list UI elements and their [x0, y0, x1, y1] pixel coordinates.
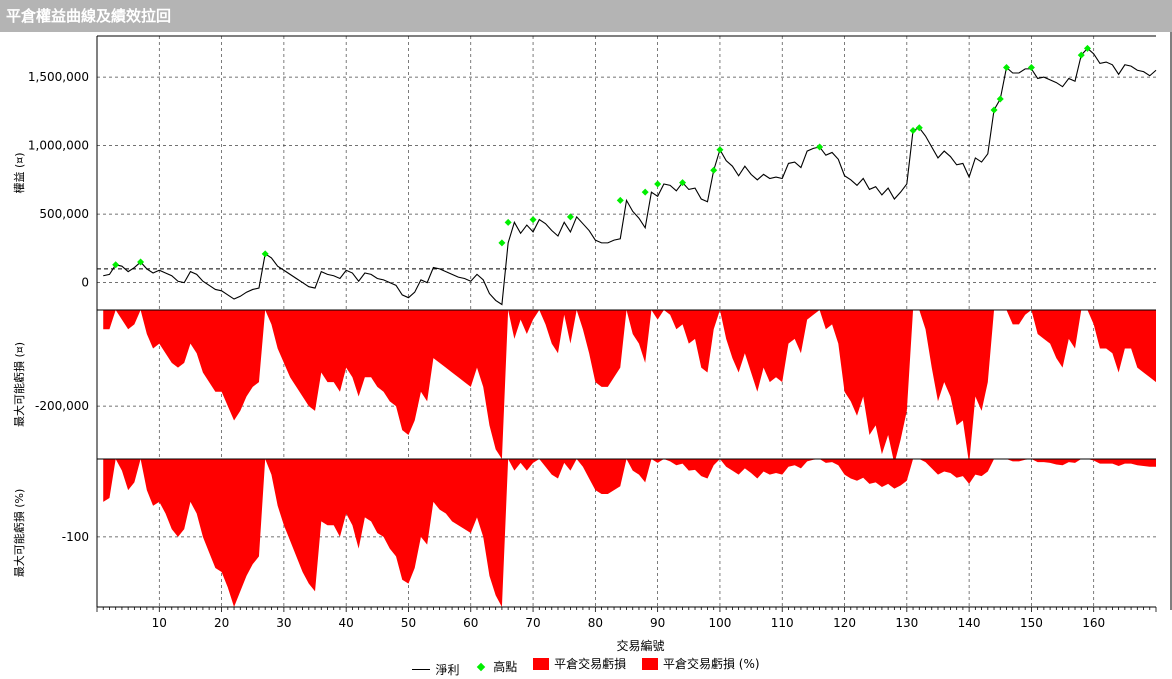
drawdown-area	[103, 310, 1157, 464]
y-axis-title: 最大可能虧損 (¤)	[12, 342, 26, 427]
high-point-marker	[679, 179, 687, 187]
legend-label-high: 高點	[493, 660, 518, 674]
x-tick-label: 90	[650, 616, 665, 630]
x-tick-label: 160	[1082, 616, 1105, 630]
x-tick-label: 70	[525, 616, 540, 630]
panel-1: 0 500,000 1,000,000 1,500,000 權益 (¤)	[12, 35, 1157, 310]
high-point-marker	[616, 196, 624, 204]
legend-label-loss-pct: 平倉交易虧損 (%)	[662, 657, 760, 671]
legend-item-high: 高點	[475, 658, 517, 675]
x-tick-label: 150	[1020, 616, 1043, 630]
legend: 淨利 高點 平倉交易虧損 平倉交易虧損 (%)	[0, 655, 1172, 678]
y-axis-title: 權益 (¤)	[12, 152, 26, 193]
high-point-marker	[816, 143, 824, 151]
high-point-marker	[112, 261, 120, 269]
y-tick-label: 1,000,000	[28, 139, 89, 153]
panel-2: -200,000 最大可能虧損 (¤)	[12, 309, 1157, 464]
x-tick-label: 10	[152, 616, 167, 630]
high-point-marker	[1077, 51, 1085, 59]
high-point-marker	[1083, 44, 1091, 52]
chart-title-bar: 平倉權益曲線及績效拉回	[0, 0, 1172, 32]
legend-line-icon	[412, 668, 431, 670]
drawdown-area	[103, 459, 1157, 607]
legend-box-icon	[641, 657, 658, 670]
x-tick-label: 80	[588, 616, 603, 630]
high-point-marker	[137, 258, 145, 266]
x-axis-title: 交易編號	[616, 638, 664, 653]
series-line-net	[103, 47, 1157, 306]
high-point-marker	[710, 166, 718, 174]
high-point-marker	[654, 180, 662, 188]
x-tick-label: 140	[958, 616, 981, 630]
y-tick-label: -100	[62, 530, 89, 544]
high-point-marker	[716, 146, 724, 154]
high-point-marker	[566, 213, 574, 221]
x-tick-label: 50	[401, 616, 416, 630]
legend-label-loss: 平倉交易虧損	[554, 657, 627, 671]
x-tick-label: 100	[708, 616, 731, 630]
y-tick-label: 500,000	[39, 207, 89, 221]
x-tick-label: 60	[463, 616, 478, 630]
high-point-marker	[1002, 64, 1010, 72]
high-point-marker	[504, 218, 512, 226]
legend-label-net: 淨利	[435, 662, 460, 677]
y-tick-label: 0	[81, 276, 89, 290]
high-point-marker	[529, 216, 537, 224]
y-tick-label: 1,500,000	[28, 70, 89, 84]
legend-item-net: 淨利	[412, 661, 459, 678]
chart-title: 平倉權益曲線及績效拉回	[6, 7, 172, 25]
x-tick-label: 120	[833, 616, 856, 630]
panel-3: -100 最大可能虧損 (%)	[12, 458, 1157, 607]
legend-box-icon	[533, 657, 550, 670]
x-tick-label: 20	[214, 616, 229, 630]
high-point-marker	[915, 124, 923, 132]
x-tick-label: 40	[339, 616, 354, 630]
y-axis-title: 最大可能虧損 (%)	[12, 489, 26, 578]
legend-item-loss: 平倉交易虧損	[533, 655, 626, 672]
high-point-marker	[1027, 64, 1035, 72]
x-tick-label: 130	[895, 616, 918, 630]
high-point-marker	[909, 127, 917, 135]
legend-item-loss-pct: 平倉交易虧損 (%)	[641, 655, 760, 672]
x-tick-label: 110	[771, 616, 794, 630]
legend-diamond-icon	[477, 662, 486, 671]
high-point-marker	[990, 106, 998, 114]
x-tick-label: 30	[276, 616, 291, 630]
high-point-marker	[261, 250, 269, 258]
high-point-marker	[641, 188, 649, 196]
high-point-marker	[996, 95, 1004, 103]
high-point-marker	[498, 239, 506, 247]
y-tick-label: -200,000	[35, 399, 89, 413]
